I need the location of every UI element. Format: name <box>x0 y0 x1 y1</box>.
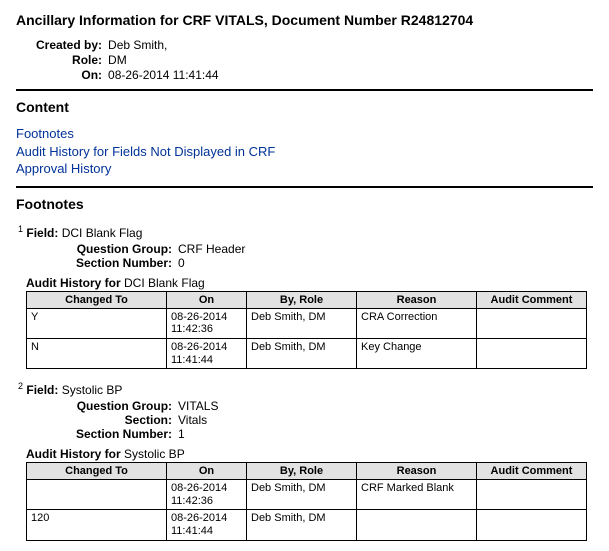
table-cell: 08-26-201411:41:44 <box>167 510 247 540</box>
field-meta: Question Group:VITALSSection:VitalsSecti… <box>76 399 224 441</box>
content-heading: Content <box>16 99 593 115</box>
table-cell <box>357 510 477 540</box>
divider <box>16 186 593 188</box>
page-title: Ancillary Information for CRF VITALS, Do… <box>16 12 593 28</box>
creation-meta: Created by: Deb Smith, Role: DM On: 08-2… <box>36 38 225 83</box>
table-cell: 120 <box>27 510 167 540</box>
table-cell: N <box>27 338 167 368</box>
audit-history-table: Changed ToOnBy, RoleReasonAudit CommentY… <box>26 291 587 370</box>
field-meta-value: 1 <box>178 427 224 441</box>
table-cell: Y <box>27 308 167 338</box>
table-cell: CRA Correction <box>357 308 477 338</box>
table-header: Reason <box>357 291 477 308</box>
table-cell: Deb Smith, DM <box>247 338 357 368</box>
audit-history-title: Audit History for Systolic BP <box>26 447 593 461</box>
table-row: 12008-26-201411:41:44Deb Smith, DM <box>27 510 587 540</box>
field-meta-label: Section: <box>76 413 178 427</box>
field-meta-value: 0 <box>178 256 251 270</box>
role-value: DM <box>108 53 225 68</box>
table-row: 08-26-201411:42:36Deb Smith, DMCRF Marke… <box>27 480 587 510</box>
link-footnotes[interactable]: Footnotes <box>16 125 593 143</box>
link-approval-history[interactable]: Approval History <box>16 160 593 178</box>
link-audit-history[interactable]: Audit History for Fields Not Displayed i… <box>16 143 593 161</box>
content-links: Footnotes Audit History for Fields Not D… <box>16 125 593 178</box>
on-label: On: <box>36 68 108 83</box>
table-header: On <box>167 463 247 480</box>
table-header: Reason <box>357 463 477 480</box>
table-cell <box>477 308 587 338</box>
audit-history-title: Audit History for DCI Blank Flag <box>26 276 593 290</box>
table-cell: 08-26-201411:42:36 <box>167 308 247 338</box>
footnotes-heading: Footnotes <box>16 196 593 212</box>
on-value: 08-26-2014 11:41:44 <box>108 68 225 83</box>
table-cell: 08-26-201411:42:36 <box>167 480 247 510</box>
role-label: Role: <box>36 53 108 68</box>
table-header: By, Role <box>247 291 357 308</box>
field-meta-label: Question Group: <box>76 242 178 256</box>
table-cell <box>27 480 167 510</box>
field-meta-value: VITALS <box>178 399 224 413</box>
field-meta-value: Vitals <box>178 413 224 427</box>
table-cell: CRF Marked Blank <box>357 480 477 510</box>
table-cell: Deb Smith, DM <box>247 308 357 338</box>
table-cell: Key Change <box>357 338 477 368</box>
field-meta-value: CRF Header <box>178 242 251 256</box>
field-header: 2 Field: Systolic BP <box>18 381 593 397</box>
table-header: On <box>167 291 247 308</box>
table-row: N08-26-201411:41:44Deb Smith, DMKey Chan… <box>27 338 587 368</box>
field-meta-label: Question Group: <box>76 399 178 413</box>
created-by-value: Deb Smith, <box>108 38 225 53</box>
table-header: Changed To <box>27 291 167 308</box>
table-header: Audit Comment <box>477 463 587 480</box>
table-cell: Deb Smith, DM <box>247 480 357 510</box>
table-header: Changed To <box>27 463 167 480</box>
table-cell: 08-26-201411:41:44 <box>167 338 247 368</box>
table-header: Audit Comment <box>477 291 587 308</box>
field-meta-label: Section Number: <box>76 256 178 270</box>
table-cell <box>477 338 587 368</box>
audit-history-table: Changed ToOnBy, RoleReasonAudit Comment0… <box>26 462 587 541</box>
field-meta: Question Group:CRF HeaderSection Number:… <box>76 242 251 270</box>
table-header: By, Role <box>247 463 357 480</box>
table-cell: Deb Smith, DM <box>247 510 357 540</box>
field-header: 1 Field: DCI Blank Flag <box>18 224 593 240</box>
table-cell <box>477 480 587 510</box>
table-row: Y08-26-201411:42:36Deb Smith, DMCRA Corr… <box>27 308 587 338</box>
table-cell <box>477 510 587 540</box>
field-meta-label: Section Number: <box>76 427 178 441</box>
divider <box>16 89 593 91</box>
created-by-label: Created by: <box>36 38 108 53</box>
